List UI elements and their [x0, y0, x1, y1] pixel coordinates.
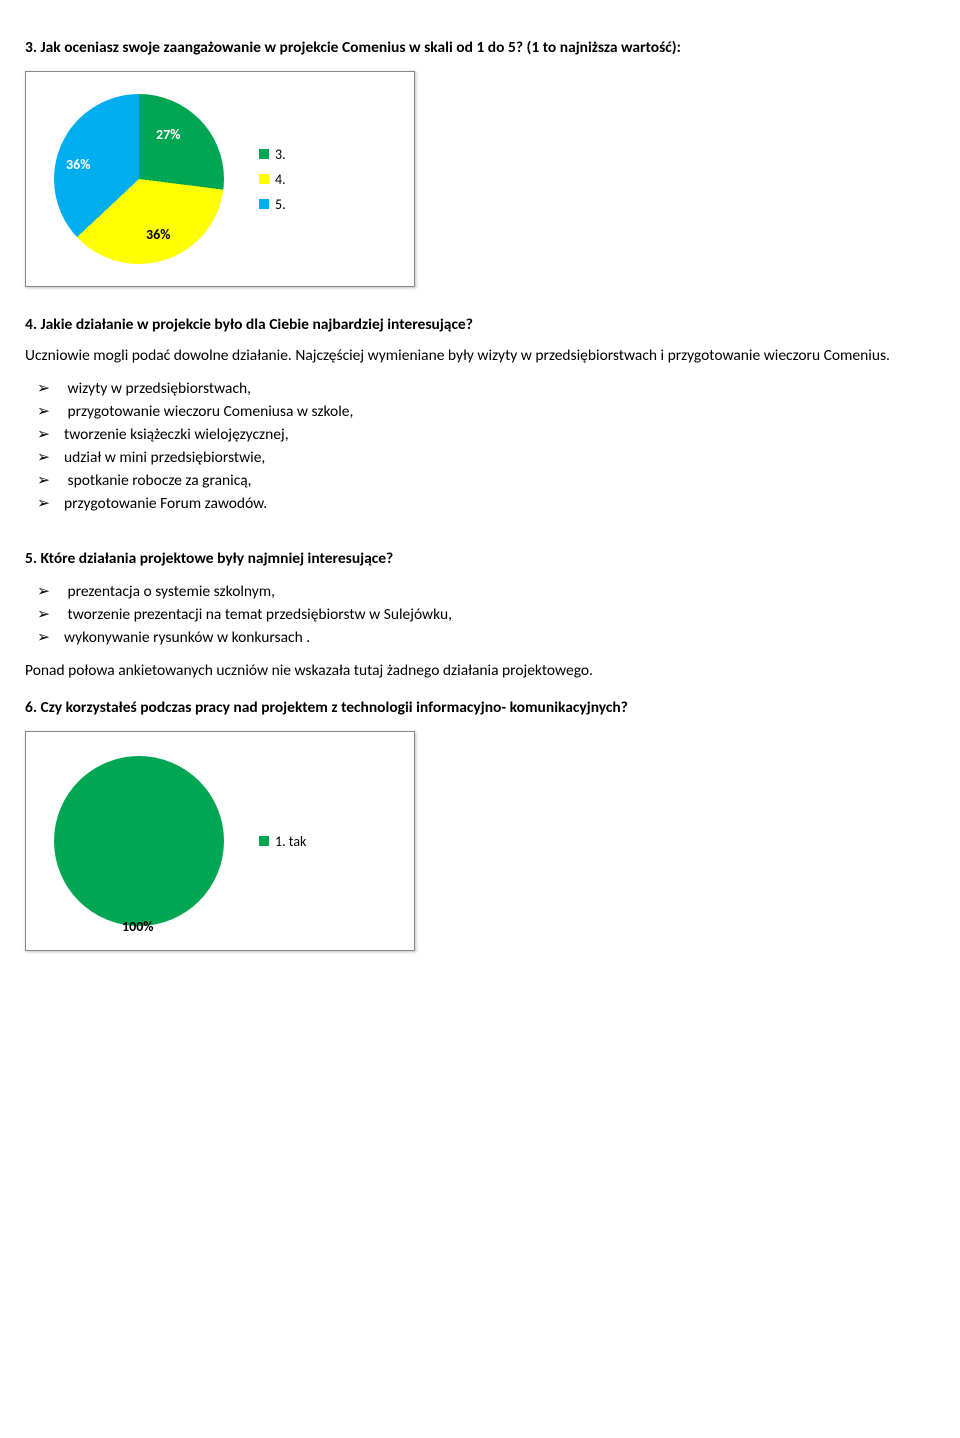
legend-label: 4. [275, 171, 286, 188]
question-5-title: 5. Które działania projektowe były najmn… [25, 549, 935, 568]
chart-q6-container: 100% 1. tak [25, 731, 415, 951]
legend-swatch [259, 174, 269, 184]
list-item: udział w mini przedsiębiorstwie, [65, 448, 935, 467]
legend-label: 1. tak [275, 833, 306, 850]
legend-label: 3. [275, 146, 286, 163]
question-6-title: 6. Czy korzystałeś podczas pracy nad pro… [25, 698, 935, 717]
legend-item: 5. [259, 196, 286, 213]
legend-q6: 1. tak [259, 833, 306, 850]
q5-list: prezentacja o systemie szkolnym, tworzen… [25, 582, 935, 647]
legend-swatch [259, 149, 269, 159]
pie-slice-label: 36% [146, 226, 170, 243]
q4-intro: Uczniowie mogli podać dowolne działanie.… [25, 346, 935, 365]
list-item: prezentacja o systemie szkolnym, [65, 582, 935, 601]
pie-q3: 27% 36% 36% [44, 84, 234, 274]
q4-list: wizyty w przedsiębiorstwach, przygotowan… [25, 379, 935, 513]
legend-swatch [259, 199, 269, 209]
list-item: tworzenie książeczki wielojęzycznej, [65, 425, 935, 444]
pie-q6: 100% [44, 746, 234, 936]
pie-q6-circle [54, 756, 224, 926]
legend-item: 3. [259, 146, 286, 163]
pie-slice-label: 27% [156, 126, 180, 143]
q5-outro: Ponad połowa ankietowanych uczniów nie w… [25, 661, 935, 680]
legend-item: 1. tak [259, 833, 306, 850]
list-item: wykonywanie rysunków w konkursach . [65, 628, 935, 647]
pie-slice-label: 100% [122, 918, 154, 935]
legend-label: 5. [275, 196, 286, 213]
pie-q3-circle [54, 94, 224, 264]
list-item: spotkanie robocze za granicą, [65, 471, 935, 490]
pie-slice-label: 36% [66, 156, 90, 173]
question-3-title: 3. Jak oceniasz swoje zaangażowanie w pr… [25, 38, 935, 57]
legend-q3: 3. 4. 5. [259, 146, 286, 213]
legend-item: 4. [259, 171, 286, 188]
list-item: przygotowanie wieczoru Comeniusa w szkol… [65, 402, 935, 421]
list-item: tworzenie prezentacji na temat przedsięb… [65, 605, 935, 624]
chart-q3-container: 27% 36% 36% 3. 4. 5. [25, 71, 415, 287]
list-item: wizyty w przedsiębiorstwach, [65, 379, 935, 398]
legend-swatch [259, 836, 269, 846]
list-item: przygotowanie Forum zawodów. [65, 494, 935, 513]
question-4-title: 4. Jakie działanie w projekcie było dla … [25, 315, 935, 334]
